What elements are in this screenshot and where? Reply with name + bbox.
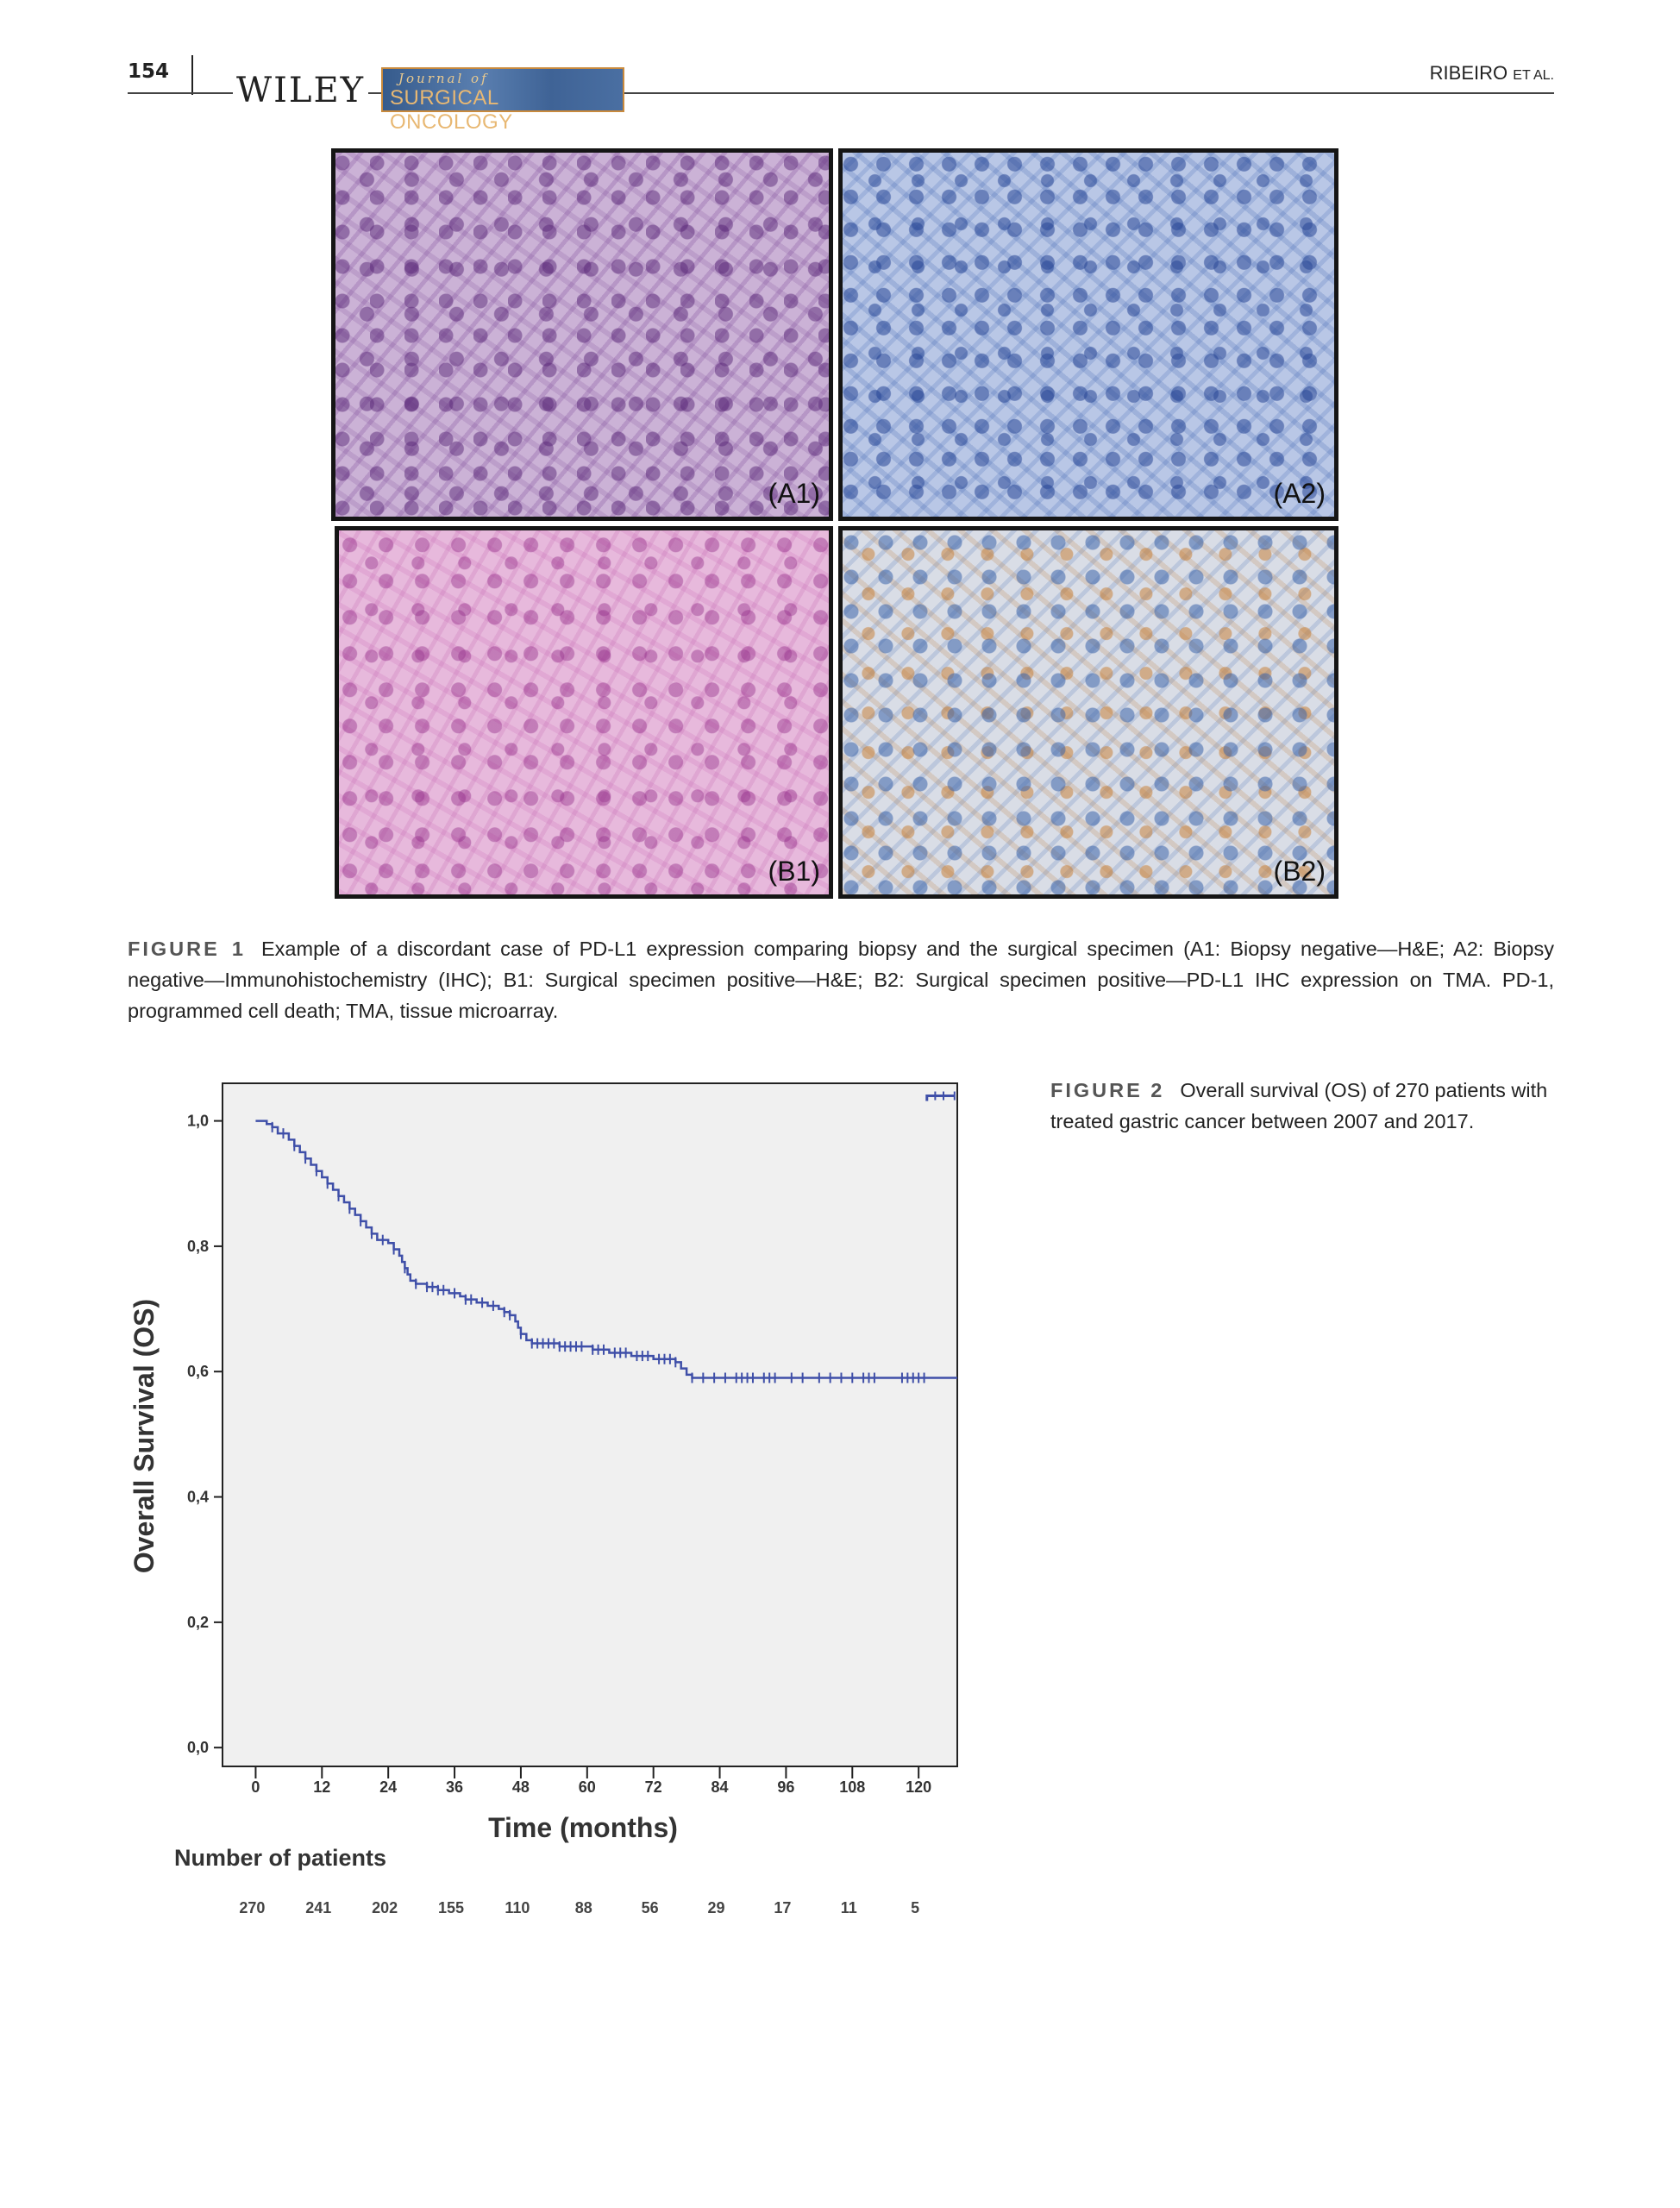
curve-tail [925, 1095, 955, 1101]
header-divider [191, 55, 193, 95]
running-head-suffix: ET AL. [1513, 68, 1554, 83]
journal-logo: Journal of SURGICAL ONCOLOGY [381, 67, 624, 134]
figure1-caption-label: FIGURE 1 [128, 938, 246, 960]
risk-count: 56 [642, 1899, 659, 1916]
x-tick-label: 0 [251, 1778, 260, 1796]
survival-curve [255, 1120, 957, 1379]
header-rule [128, 92, 1554, 94]
x-tick-label: 36 [446, 1778, 463, 1796]
y-tick-label: 1,0 [187, 1113, 209, 1130]
x-tick-label: 96 [777, 1778, 794, 1796]
figure1-panel-a1: (A1) [331, 148, 833, 521]
risk-count: 88 [575, 1899, 592, 1916]
x-tick-label: 84 [711, 1778, 729, 1796]
x-tick-label: 12 [313, 1778, 330, 1796]
x-tick-label: 108 [839, 1778, 865, 1796]
y-tick-label: 0,8 [187, 1238, 209, 1255]
figure1-panel-b1: (B1) [335, 526, 833, 899]
panel-label: (B1) [768, 856, 820, 887]
risk-count: 241 [305, 1899, 331, 1916]
x-tick-label: 72 [645, 1778, 662, 1796]
figure1-panel-a2: (A2) [838, 148, 1338, 521]
y-tick-label: 0,0 [187, 1739, 209, 1756]
risk-count: 11 [841, 1899, 857, 1916]
figure1-caption: FIGURE 1 Example of a discordant case of … [128, 933, 1554, 1026]
x-axis-title: Time (months) [488, 1812, 678, 1843]
panel-label: (B2) [1273, 856, 1326, 887]
panel-label: (A1) [768, 478, 820, 509]
figure1-panel-b2: (B2) [838, 526, 1338, 899]
running-head: RIBEIRO ET AL. [1430, 62, 1554, 85]
journal-logo-bottom: SURGICAL ONCOLOGY [390, 86, 513, 134]
y-tick-label: 0,6 [187, 1363, 209, 1380]
publisher-logo: WILEY [233, 71, 369, 110]
plot-area: 0,0 0,2 0,4 0,6 0,8 1,0 0 12 24 36 48 60 72 84 96 108 12… [187, 1082, 958, 1916]
x-tick-label: 48 [512, 1778, 530, 1796]
risk-count: 270 [239, 1899, 265, 1916]
risk-count: 155 [438, 1899, 464, 1916]
figure2-caption-text: Overall survival (OS) of 270 patients wi… [1050, 1079, 1548, 1132]
risk-count: 17 [774, 1899, 791, 1916]
y-tick-label: 0,2 [187, 1614, 209, 1631]
figure2-caption-label: FIGURE 2 [1050, 1079, 1165, 1101]
x-tick-label: 24 [379, 1778, 397, 1796]
running-head-author: RIBEIRO [1429, 62, 1508, 84]
x-tick-label: 120 [906, 1778, 931, 1796]
risk-count: 202 [372, 1899, 398, 1916]
figure2-caption: FIGURE 2 Overall survival (OS) of 270 pat… [1050, 1075, 1556, 1137]
page-number: 154 [128, 60, 170, 83]
y-axis-title: Overall Survival (OS) [129, 1299, 160, 1573]
plot-frame [222, 1082, 958, 1767]
risk-table-title: Number of patients [174, 1845, 386, 1871]
journal-logo-top: Journal of [398, 71, 489, 86]
y-tick-label: 0,4 [187, 1489, 209, 1506]
risk-count: 110 [505, 1899, 530, 1916]
risk-count: 5 [911, 1899, 919, 1916]
figure1-caption-text: Example of a discordant case of PD-L1 ex… [128, 938, 1554, 1022]
risk-count: 29 [708, 1899, 725, 1916]
x-tick-label: 60 [579, 1778, 596, 1796]
panel-label: (A2) [1273, 478, 1326, 509]
